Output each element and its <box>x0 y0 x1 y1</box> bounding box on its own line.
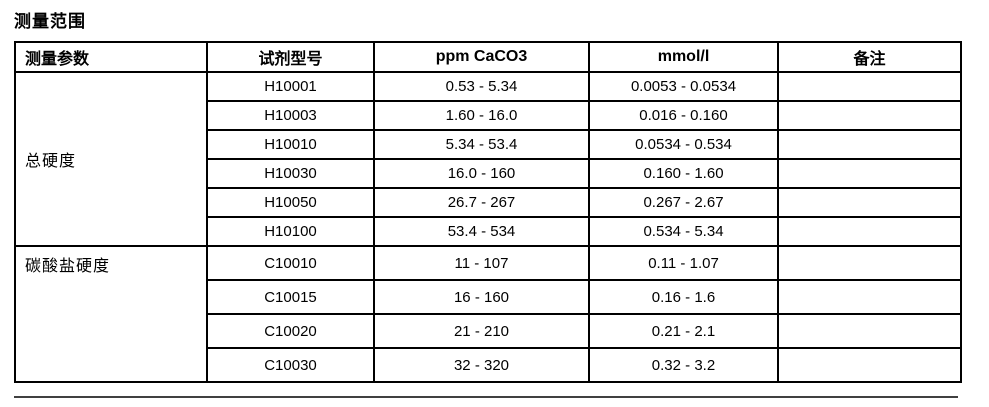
model-cell: C10010 <box>206 245 375 281</box>
parameter-cell: 总硬度 <box>14 71 208 247</box>
mmol-cell: 0.11 - 1.07 <box>588 245 779 281</box>
table-row: H10050 26.7 - 267 0.267 - 2.67 <box>15 187 962 218</box>
header-notes: 备注 <box>777 41 962 73</box>
header-ppm-caco3: ppm CaCO3 <box>373 41 590 73</box>
note-cell <box>777 216 962 247</box>
ppm-cell: 53.4 - 534 <box>373 216 590 247</box>
note-cell <box>777 313 962 349</box>
model-cell: H10003 <box>206 100 375 131</box>
parameter-cell: 碳酸盐硬度 <box>14 245 208 383</box>
note-cell <box>777 279 962 315</box>
note-cell <box>777 158 962 189</box>
table-row: H10100 53.4 - 534 0.534 - 5.34 <box>15 216 962 247</box>
ppm-cell: 1.60 - 16.0 <box>373 100 590 131</box>
header-reagent-model: 试剂型号 <box>206 41 375 73</box>
note-cell <box>777 100 962 131</box>
model-cell: H10050 <box>206 187 375 218</box>
table-row: H10010 5.34 - 53.4 0.0534 - 0.534 <box>15 129 962 160</box>
ppm-cell: 16.0 - 160 <box>373 158 590 189</box>
section-title: 测量范围 <box>14 12 86 31</box>
note-cell <box>777 187 962 218</box>
model-cell: H10001 <box>206 71 375 102</box>
model-cell: C10020 <box>206 313 375 349</box>
table-header-row: 测量参数 试剂型号 ppm CaCO3 mmol/l 备注 <box>14 41 962 73</box>
note-cell <box>777 347 962 383</box>
model-cell: H10010 <box>206 129 375 160</box>
table-row: H10030 16.0 - 160 0.160 - 1.60 <box>15 158 962 189</box>
model-cell: C10015 <box>206 279 375 315</box>
mmol-cell: 0.267 - 2.67 <box>588 187 779 218</box>
table-row: C10015 16 - 160 0.16 - 1.6 <box>15 279 962 315</box>
mmol-cell: 0.21 - 2.1 <box>588 313 779 349</box>
note-cell <box>777 129 962 160</box>
header-parameter: 测量参数 <box>14 41 208 73</box>
mmol-cell: 0.16 - 1.6 <box>588 279 779 315</box>
ppm-cell: 0.53 - 5.34 <box>373 71 590 102</box>
table-row: 碳酸盐硬度 C10010 11 - 107 0.11 - 1.07 <box>14 245 962 383</box>
mmol-cell: 0.32 - 3.2 <box>588 347 779 383</box>
ppm-cell: 11 - 107 <box>373 245 590 281</box>
model-cell: C10030 <box>206 347 375 383</box>
table-row: 总硬度 H10001 0.53 - 5.34 0.0053 - 0.0534 <box>14 71 962 247</box>
model-cell: H10030 <box>206 158 375 189</box>
ppm-cell: 26.7 - 267 <box>373 187 590 218</box>
note-cell <box>777 245 962 281</box>
model-cell: H10100 <box>206 216 375 247</box>
mmol-cell: 0.534 - 5.34 <box>588 216 779 247</box>
mmol-cell: 0.0053 - 0.0534 <box>588 71 779 102</box>
ppm-cell: 5.34 - 53.4 <box>373 129 590 160</box>
table-row: C10020 21 - 210 0.21 - 2.1 <box>15 313 962 349</box>
ppm-cell: 32 - 320 <box>373 347 590 383</box>
mmol-cell: 0.0534 - 0.534 <box>588 129 779 160</box>
mmol-cell: 0.016 - 0.160 <box>588 100 779 131</box>
footer-divider <box>14 396 958 398</box>
measurement-range-table: 测量参数 试剂型号 ppm CaCO3 mmol/l 备注 总硬度 H10001 0… <box>14 41 962 383</box>
ppm-cell: 16 - 160 <box>373 279 590 315</box>
table-row: C10030 32 - 320 0.32 - 3.2 <box>15 347 962 383</box>
header-mmol-l: mmol/l <box>588 41 779 73</box>
ppm-cell: 21 - 210 <box>373 313 590 349</box>
mmol-cell: 0.160 - 1.60 <box>588 158 779 189</box>
note-cell <box>777 71 962 102</box>
table-body: 总硬度 H10001 0.53 - 5.34 0.0053 - 0.0534 H1000… <box>14 71 962 383</box>
table-row: H10003 1.60 - 16.0 0.016 - 0.160 <box>15 100 962 131</box>
